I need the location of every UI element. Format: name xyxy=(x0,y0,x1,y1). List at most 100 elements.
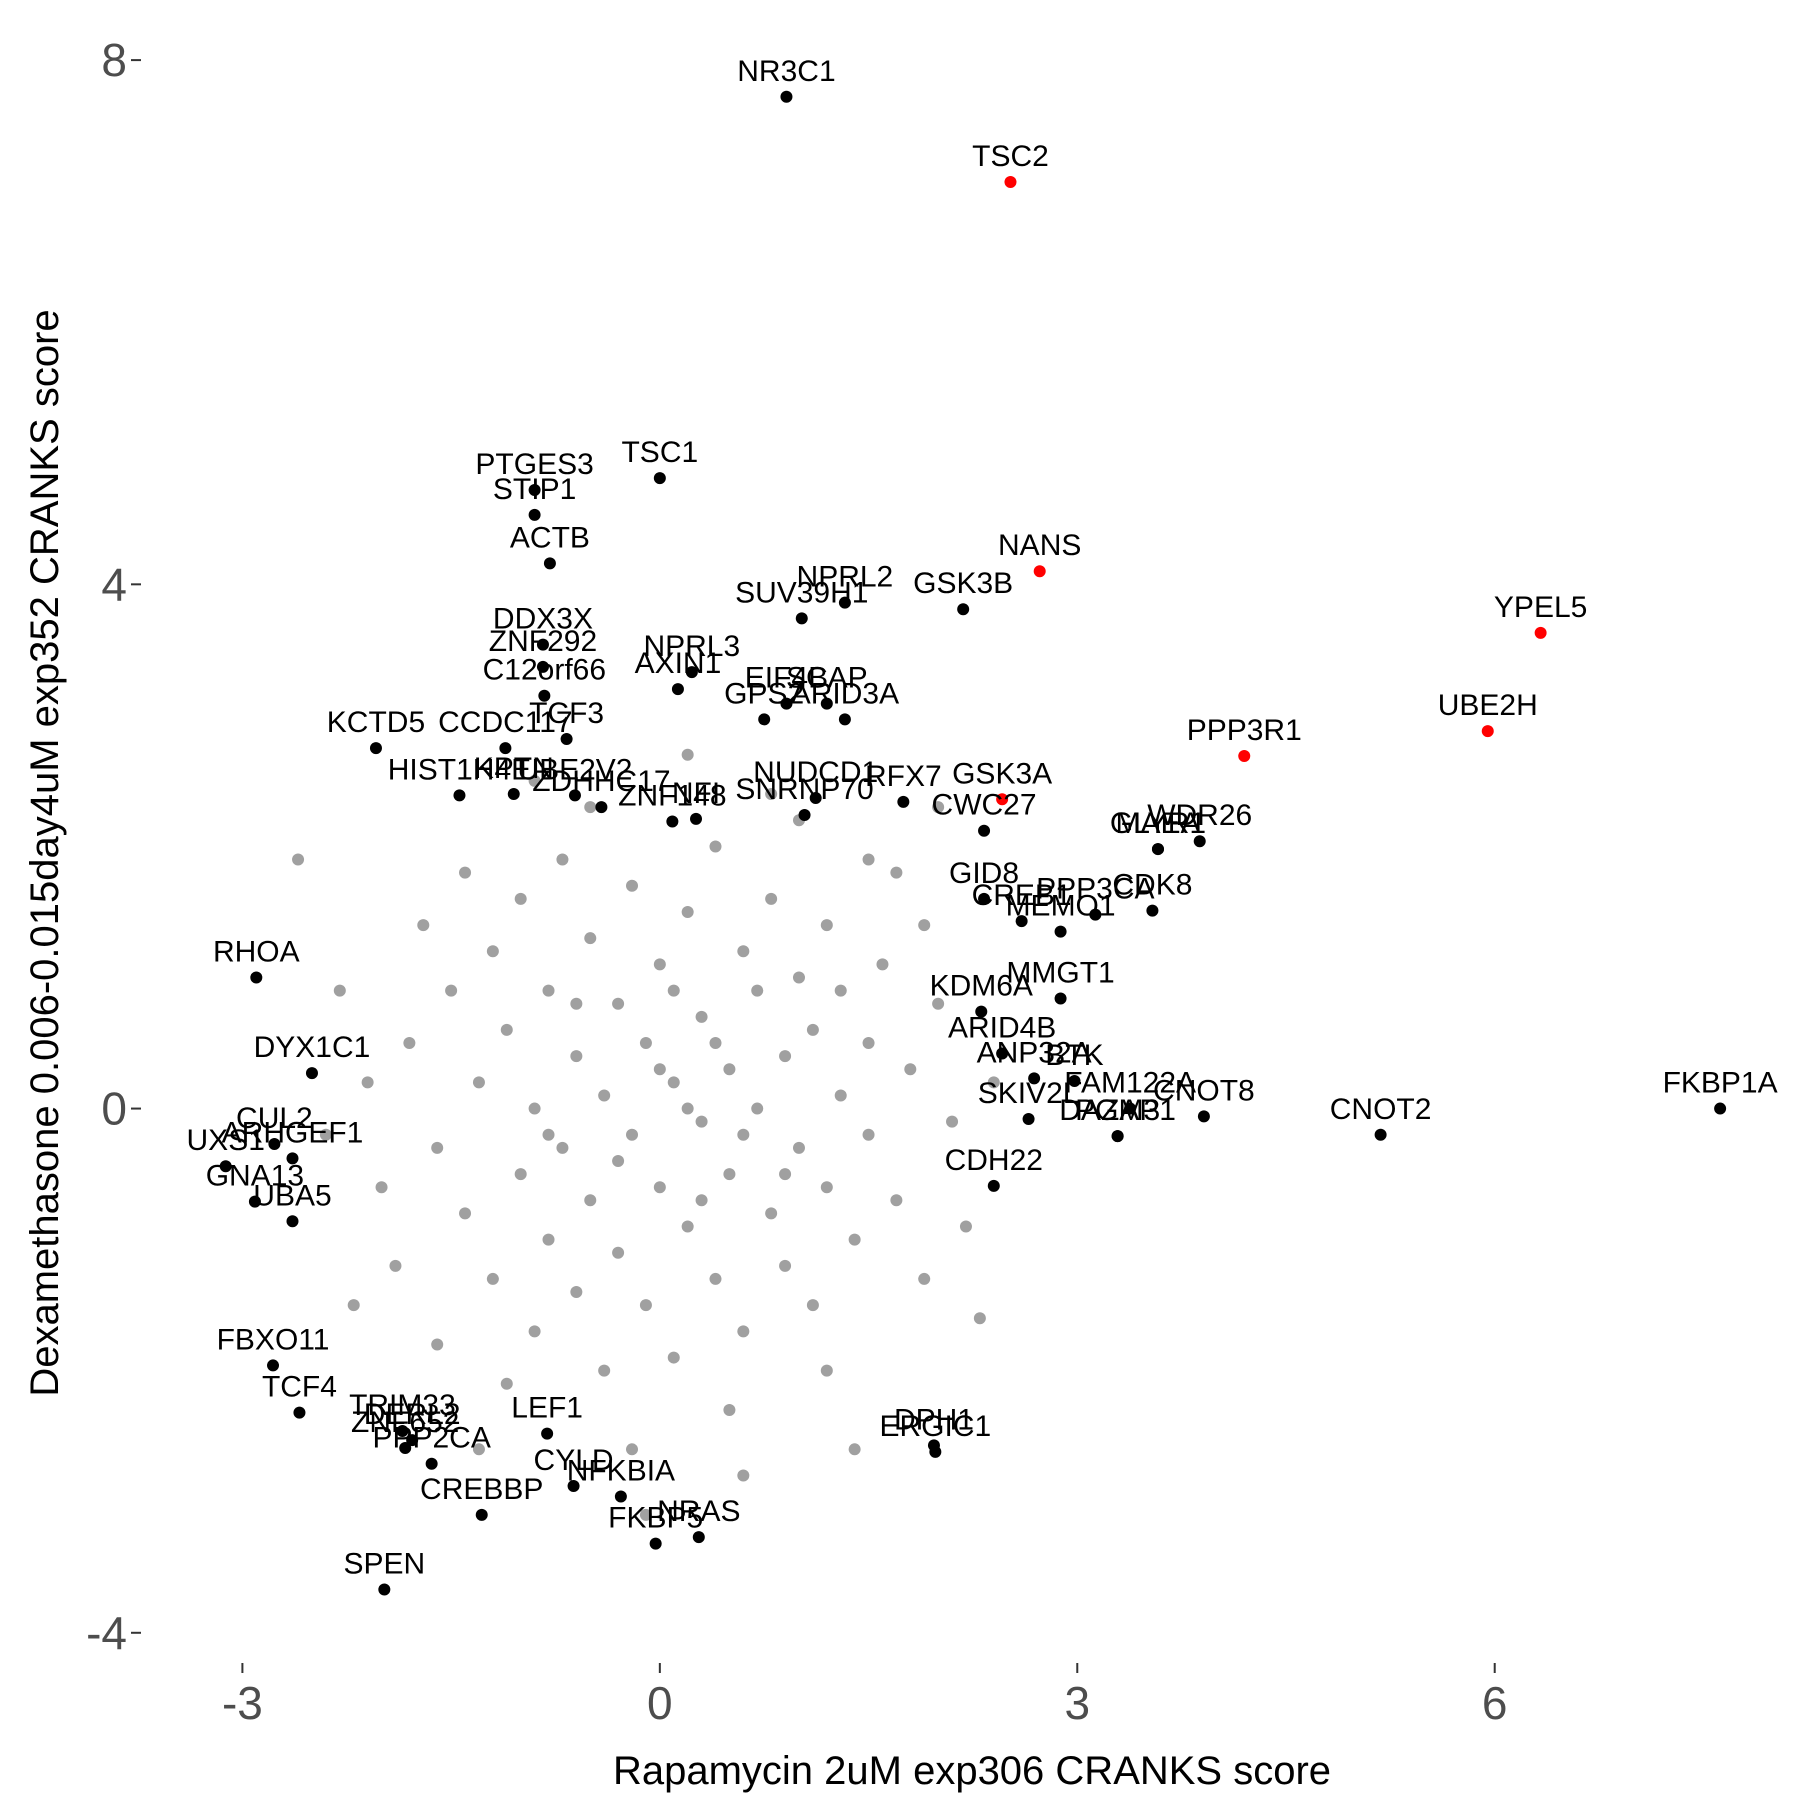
point-label: GSK3A xyxy=(952,757,1052,790)
point xyxy=(639,1037,652,1050)
point xyxy=(723,1063,736,1076)
point xyxy=(690,812,703,825)
point xyxy=(695,1115,708,1128)
point xyxy=(1004,175,1017,188)
point xyxy=(681,1102,694,1115)
point xyxy=(779,1168,792,1181)
point xyxy=(292,853,305,866)
point xyxy=(806,1023,819,1036)
point xyxy=(987,1179,1000,1192)
point-label: TSC2 xyxy=(972,140,1049,173)
point xyxy=(723,1168,736,1181)
point-label: ARID3A xyxy=(791,677,899,710)
point-label: KPTN xyxy=(474,752,554,785)
point xyxy=(957,603,970,616)
point xyxy=(425,1457,438,1470)
point-label: CNOT2 xyxy=(1330,1093,1432,1126)
point xyxy=(500,1023,513,1036)
point xyxy=(500,1377,513,1390)
point xyxy=(1193,835,1206,848)
point xyxy=(472,1443,485,1456)
point xyxy=(472,1076,485,1089)
point-label: SCAP xyxy=(786,662,868,695)
point-label: PGM3 xyxy=(1075,1094,1160,1127)
point-label: TSC1 xyxy=(621,436,698,469)
point xyxy=(612,997,625,1010)
point xyxy=(431,1338,444,1351)
y-axis-title: Dexamethasone 0.006-0.015day4uM exp352 C… xyxy=(23,309,67,1396)
point xyxy=(929,1445,942,1458)
point xyxy=(614,1490,627,1503)
point-label: SPEN xyxy=(343,1548,425,1581)
point xyxy=(1197,1110,1210,1123)
point xyxy=(250,971,263,984)
point xyxy=(758,713,771,726)
point xyxy=(556,1141,569,1154)
point-label: DYX1C1 xyxy=(254,1031,371,1064)
point xyxy=(765,1207,778,1220)
point-label: DPH1 xyxy=(894,1403,974,1436)
point xyxy=(890,866,903,879)
point xyxy=(528,508,541,521)
point-label: EIF4B xyxy=(745,662,828,695)
point xyxy=(709,1272,722,1285)
point xyxy=(653,472,666,485)
point xyxy=(361,1076,374,1089)
point-label: CREBBP xyxy=(420,1473,543,1506)
point xyxy=(795,612,808,625)
point xyxy=(319,1128,332,1141)
point xyxy=(780,697,793,710)
point-label: FKBP5 xyxy=(608,1502,703,1535)
point-label: GSK3B xyxy=(913,567,1013,600)
point xyxy=(904,1063,917,1076)
point xyxy=(1238,750,1251,763)
point xyxy=(1054,992,1067,1005)
point-label: DDX3X xyxy=(493,603,593,636)
point xyxy=(779,1050,792,1063)
point xyxy=(1022,1113,1035,1126)
point xyxy=(978,892,991,905)
point-label: MMGT1 xyxy=(1006,956,1114,989)
point xyxy=(1146,904,1159,917)
point xyxy=(751,1102,764,1115)
point xyxy=(681,905,694,918)
point xyxy=(737,945,750,958)
point xyxy=(248,1195,261,1208)
point xyxy=(1111,1130,1124,1143)
point-label: NRAS xyxy=(657,1495,740,1528)
point xyxy=(556,853,569,866)
point xyxy=(862,1037,875,1050)
point xyxy=(570,997,583,1010)
point-label: NPRL2 xyxy=(797,561,894,594)
point-label: YPEL5 xyxy=(1494,591,1587,624)
point-label: AXIN1 xyxy=(635,647,722,680)
point xyxy=(406,1434,419,1447)
point xyxy=(378,1583,391,1596)
point-label: CCDC117 xyxy=(438,706,573,739)
point xyxy=(838,596,851,609)
point xyxy=(838,713,851,726)
point xyxy=(538,689,551,702)
point-label: FBXO11 xyxy=(217,1323,330,1356)
point xyxy=(453,789,466,802)
point-label: CNOT8 xyxy=(1153,1074,1255,1107)
point xyxy=(751,984,764,997)
point xyxy=(918,919,931,932)
point xyxy=(403,1037,416,1050)
point xyxy=(639,1299,652,1312)
point xyxy=(820,1364,833,1377)
point xyxy=(543,557,556,570)
point xyxy=(528,483,541,496)
point xyxy=(286,1152,299,1165)
point xyxy=(695,1010,708,1023)
point xyxy=(1054,925,1067,938)
point xyxy=(820,697,833,710)
point xyxy=(737,1128,750,1141)
point xyxy=(1068,1075,1081,1088)
y-tick-label: 4 xyxy=(101,558,127,610)
point-label: KCTD5 xyxy=(327,706,425,739)
point-label: ANP32A xyxy=(977,1036,1092,1069)
point-label: DAZAP1 xyxy=(1059,1094,1176,1127)
point xyxy=(1028,1072,1041,1085)
point-label: CDH22 xyxy=(945,1144,1043,1177)
